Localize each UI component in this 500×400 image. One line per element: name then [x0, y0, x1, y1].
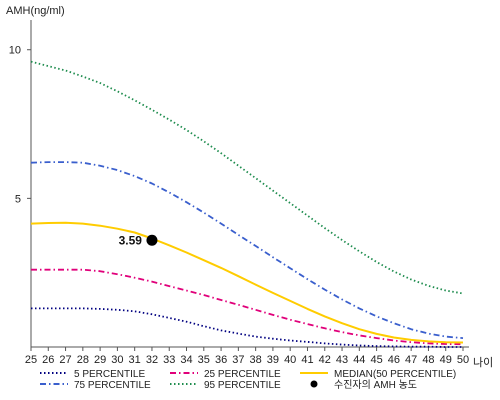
x-tick-label: 35: [198, 354, 210, 366]
x-tick-label: 45: [370, 354, 382, 366]
series-line-25-percentile: [31, 268, 464, 346]
series-line-75-percentile: [30, 161, 464, 339]
x-tick-label: 25: [25, 354, 37, 366]
x-tick-label: 36: [215, 354, 227, 366]
legend-label: MEDIAN(50 PERCENTILE): [334, 369, 456, 380]
y-axis-label: AMH(ng/ml): [6, 5, 65, 17]
x-tick-label: 42: [319, 354, 331, 366]
x-tick-label: 26: [42, 354, 54, 366]
y-tick-label: 5: [15, 193, 21, 205]
patient-amh-value-label: 3.59: [119, 233, 143, 247]
x-tick-label: 40: [284, 354, 296, 366]
x-tick-label: 50: [457, 354, 469, 366]
x-tick-label: 34: [180, 354, 192, 366]
patient-amh-point: [146, 234, 158, 246]
y-ticks: 5 10: [9, 45, 31, 205]
x-tick-label: 41: [301, 354, 313, 366]
x-tick-label: 38: [250, 354, 262, 366]
x-tick-label: 32: [146, 354, 158, 366]
x-tick-label: 43: [336, 354, 348, 366]
x-tick-label: 27: [59, 354, 71, 366]
x-tick-label: 29: [94, 354, 106, 366]
series-line-5-percentile: [31, 307, 463, 348]
legend-label: 수진자의 AMH 농도: [334, 379, 417, 391]
x-tick-label: 37: [232, 354, 244, 366]
x-ticks: 25 26 27 28 29 30 31 32 33 34 35 36 37 38 39 40 41 42 43 44…: [25, 347, 469, 366]
legend-label: 75 PERCENTILE: [74, 380, 151, 391]
x-tick-label: 30: [111, 354, 123, 366]
legend-label: 95 PERCENTILE: [204, 380, 281, 391]
patient-marker: 3.59: [119, 233, 158, 247]
x-tick-label: 48: [422, 354, 434, 366]
series-line-95-percentile: [30, 60, 464, 295]
legend-marker-swatch: [310, 380, 318, 388]
x-tick-label: 49: [440, 354, 452, 366]
y-tick-label: 10: [9, 45, 21, 57]
series-line-median-50-percentile: [30, 221, 464, 344]
legend-label: 5 PERCENTILE: [74, 369, 145, 380]
legend-label: 25 PERCENTILE: [204, 369, 281, 380]
x-tick-label: 46: [388, 354, 400, 366]
x-tick-label: 33: [163, 354, 175, 366]
x-tick-label: 31: [129, 354, 141, 366]
x-tick-label: 44: [353, 354, 365, 366]
x-tick-label: 28: [77, 354, 89, 366]
x-axis-label: 나이: [473, 356, 493, 369]
x-tick-label: 39: [267, 354, 279, 366]
series-lines: [30, 60, 464, 348]
x-tick-label: 47: [405, 354, 417, 366]
